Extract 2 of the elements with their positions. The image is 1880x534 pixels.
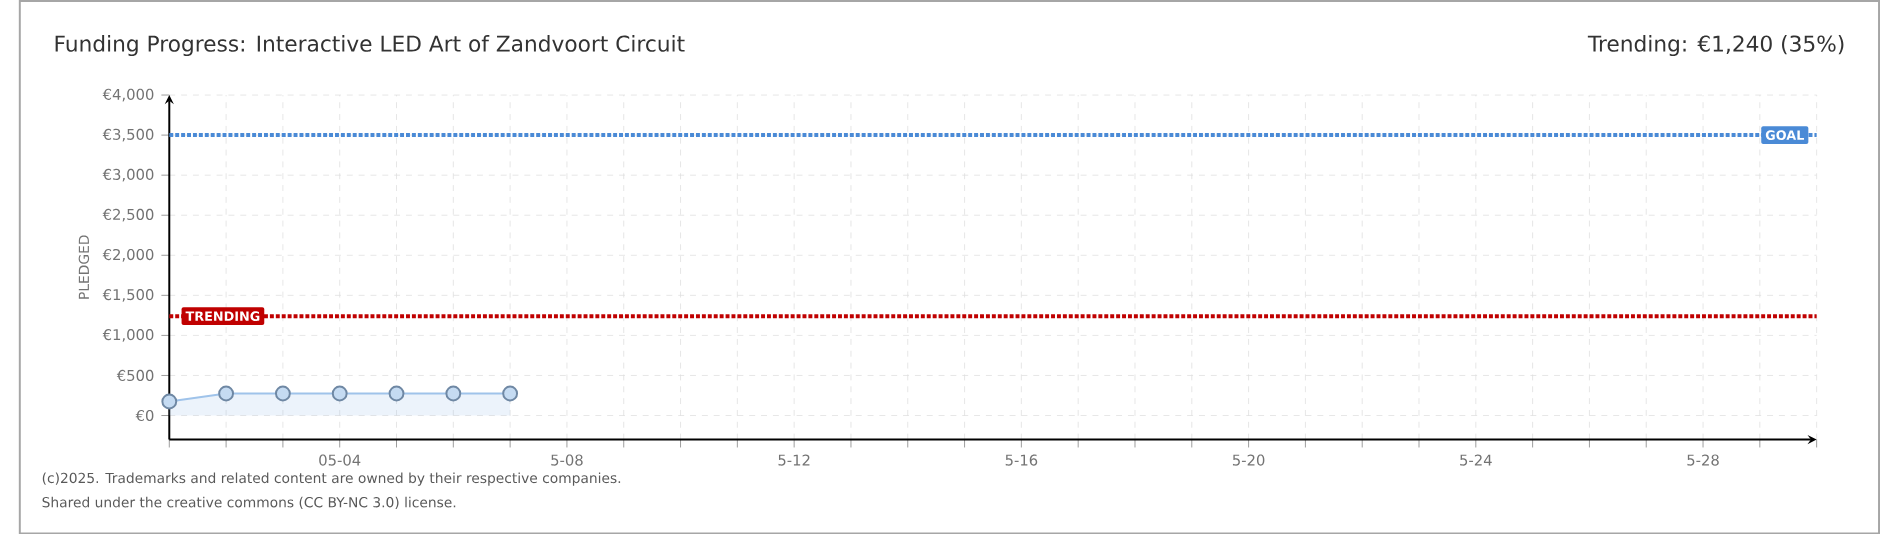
chart-title: Funding Progress: Interactive LED Art of Zandvoort Circuit: [55, 34, 685, 56]
chart-subtitle: Trending: €1,240 (35%): [1587, 34, 1844, 56]
